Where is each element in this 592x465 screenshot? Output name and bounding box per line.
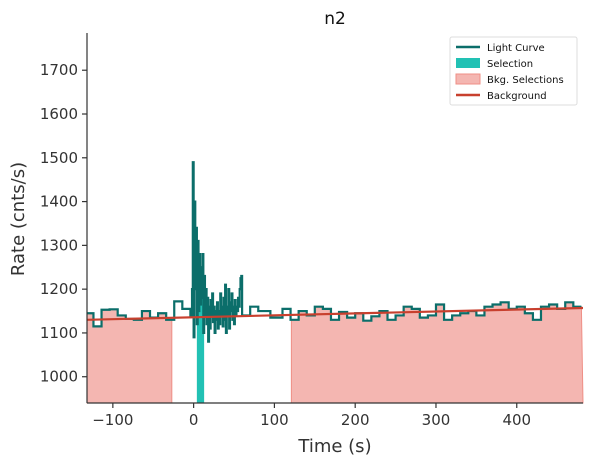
y-tick-label: 1700 <box>40 61 78 79</box>
legend-swatch-patch <box>455 73 481 85</box>
x-tick-label: 200 <box>341 411 370 429</box>
y-tick-label: 1000 <box>40 368 78 386</box>
y-tick-label: 1600 <box>40 105 78 123</box>
legend: Light Curve Selection Bkg. Selections Backg… <box>449 36 578 106</box>
y-axis-label: Rate (cnts/s) <box>8 162 29 276</box>
background-fit-line <box>86 306 584 321</box>
x-tick-label: 300 <box>422 411 451 429</box>
y-tick-label: 1300 <box>40 236 78 254</box>
y-tick-label: 1200 <box>40 280 78 298</box>
x-tick-label: 0 <box>189 411 199 429</box>
legend-entry-label: Selection <box>487 59 533 70</box>
legend-entry-label: Light Curve <box>487 43 545 54</box>
legend-entry-label: Background <box>487 91 547 102</box>
selection-region <box>196 240 205 403</box>
chart-title: n2 <box>324 9 346 29</box>
bkg-selection-region-1 <box>86 308 173 404</box>
legend-swatch-patch <box>456 58 480 68</box>
x-tick-label: 100 <box>260 411 289 429</box>
legend-entry-label: Bkg. Selections <box>487 75 564 86</box>
y-tick-label: 1500 <box>40 149 78 167</box>
x-tick-label: 400 <box>502 411 531 429</box>
background-line <box>86 306 584 321</box>
x-tick-label: −100 <box>92 411 133 429</box>
legend-frame <box>449 36 578 106</box>
y-tick-label: 1100 <box>40 324 78 342</box>
x-axis-label: Time (s) <box>297 436 371 457</box>
source-selection-region <box>196 240 205 403</box>
y-tick-label: 1400 <box>40 193 78 211</box>
x-axis-ticks: −100 0 100 200 300 400 <box>92 403 531 429</box>
y-axis-ticks: 1000 1100 1200 1300 1400 1500 1600 1700 <box>40 61 87 386</box>
bkg-selection-region-2 <box>290 301 584 404</box>
